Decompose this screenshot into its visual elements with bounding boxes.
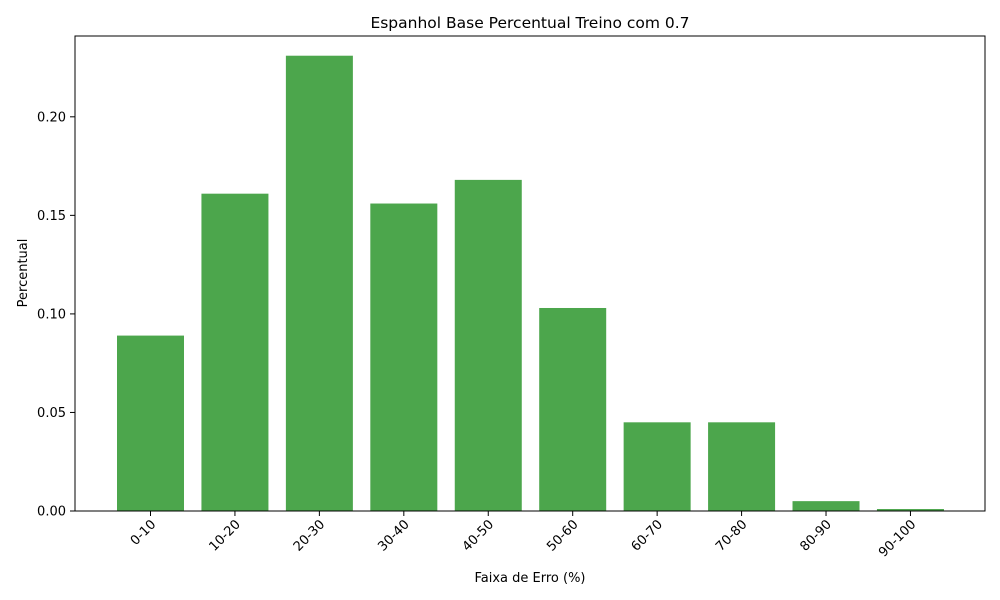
x-tick-label: 60-70 (629, 517, 666, 554)
x-tick-label: 50-60 (544, 517, 581, 554)
plot-frame (74, 35, 986, 512)
x-tick-label: 0-10 (128, 517, 159, 548)
bar-30-40 (370, 203, 438, 511)
x-tick-label: 80-90 (798, 517, 835, 554)
y-tick-label: 0.10 (37, 307, 66, 322)
x-tick-label: 90-100 (876, 517, 919, 560)
x-tick-label: 30-40 (375, 517, 412, 554)
x-tick-label: 10-20 (206, 517, 243, 554)
bar-40-50 (454, 179, 522, 511)
x-tick-label: 40-50 (460, 517, 497, 554)
y-axis-label: Percentual (16, 239, 31, 308)
bars-group (117, 55, 944, 512)
bar-90-100 (876, 509, 944, 511)
bar-0-10 (117, 335, 184, 511)
x-tick-label: 20-30 (291, 517, 328, 554)
chart-title: Espanhol Base Percentual Treino com 0.7 (370, 14, 689, 32)
y-tick-label: 0.15 (37, 209, 66, 224)
x-tick-label: 70-80 (713, 517, 750, 554)
x-axis: 0-10 10-20 20-30 30-40 40-50 50-60 60-70 70-80 8… (128, 511, 919, 560)
y-tick-label: 0.20 (37, 110, 66, 125)
bar-50-60 (539, 307, 607, 511)
bar-80-90 (792, 501, 860, 511)
y-axis: 0.00 0.05 0.10 0.15 0.20 (37, 110, 75, 520)
y-tick-label: 0.05 (37, 406, 66, 421)
bar-10-20 (201, 193, 269, 511)
x-axis-label: Faixa de Erro (%) (474, 571, 585, 586)
bar-70-80 (708, 422, 776, 511)
bar-60-70 (623, 422, 691, 511)
y-tick-label: 0.00 (37, 505, 66, 520)
bar-20-30 (285, 55, 353, 512)
